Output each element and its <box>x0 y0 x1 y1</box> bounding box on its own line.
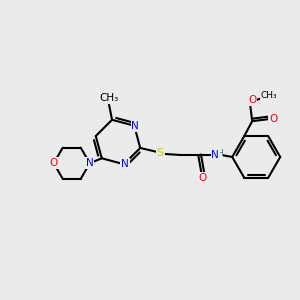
Text: N: N <box>211 150 219 160</box>
Text: S: S <box>157 148 164 158</box>
Text: N: N <box>131 121 139 131</box>
Text: O: O <box>50 158 58 168</box>
Text: O: O <box>248 95 256 105</box>
Text: O: O <box>269 114 277 124</box>
Text: O: O <box>198 173 206 183</box>
Text: N: N <box>86 158 94 168</box>
Text: CH₃: CH₃ <box>261 91 278 100</box>
Text: CH₃: CH₃ <box>99 93 119 103</box>
Text: N: N <box>121 159 129 169</box>
Text: H: H <box>216 149 223 158</box>
